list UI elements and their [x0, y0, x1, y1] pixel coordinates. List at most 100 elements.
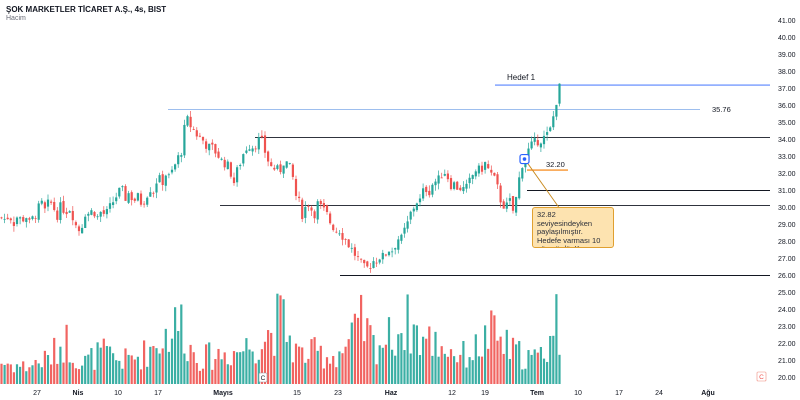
volume-bar	[15, 364, 19, 384]
volume-bar	[527, 350, 530, 384]
candle-body	[146, 197, 149, 205]
volume-bar	[170, 338, 174, 384]
volume-bar	[518, 341, 521, 384]
candle-body	[251, 148, 254, 152]
volume-bar	[415, 325, 418, 384]
candle-body	[167, 174, 170, 176]
volume-bar	[93, 369, 96, 384]
volume-bar	[124, 348, 127, 384]
volume-bar	[549, 335, 552, 384]
volume-bar	[443, 353, 446, 384]
volume-bar	[425, 338, 428, 384]
volume-indicator-label: Hacim	[6, 15, 26, 22]
candle-body	[511, 196, 515, 211]
volume-bar	[487, 348, 490, 384]
candle-body	[353, 247, 356, 256]
volume-bar	[3, 364, 6, 384]
volume-bar	[363, 341, 366, 384]
y-tick-label: 24.00	[778, 307, 796, 314]
volume-bar	[87, 354, 90, 384]
candle-body	[468, 177, 471, 184]
candle-body	[462, 187, 465, 192]
candle-body	[192, 129, 195, 130]
candle-body	[521, 168, 524, 179]
candle-body	[304, 206, 307, 218]
candle-body	[161, 174, 164, 185]
candle-body	[443, 174, 446, 176]
volume-bar	[180, 304, 183, 384]
candle-body	[378, 259, 381, 263]
x-tick-label: 15	[293, 390, 301, 397]
volume-bar	[446, 356, 449, 384]
candle-body	[136, 193, 139, 201]
volume-bar	[251, 351, 254, 384]
candle-body	[440, 177, 443, 179]
volume-bar	[136, 356, 139, 384]
candle-body	[19, 217, 22, 219]
volume-bar	[437, 356, 440, 384]
volume-bar	[242, 351, 245, 384]
candle-body	[415, 203, 418, 211]
candle-body	[248, 149, 251, 151]
candle-body	[397, 239, 400, 250]
volume-bar	[384, 344, 387, 384]
volume-bar	[263, 341, 267, 384]
candle-body	[437, 175, 440, 184]
volume-bar	[511, 337, 515, 384]
volume-bar	[254, 363, 257, 384]
candle-body	[298, 196, 301, 199]
candle-body	[422, 188, 425, 199]
volume-bar	[46, 355, 50, 384]
candle-body	[508, 198, 511, 201]
volume-bar	[471, 360, 474, 384]
candle-body	[34, 218, 37, 220]
candle-body	[273, 167, 276, 170]
volume-bar	[211, 369, 214, 384]
candle-body	[465, 183, 468, 189]
candle-body	[43, 202, 46, 209]
candle-body	[449, 178, 453, 190]
volume-bar	[338, 351, 341, 384]
volume-bar	[130, 355, 133, 384]
candle-body	[394, 248, 397, 250]
volume-bar	[360, 294, 363, 384]
y-tick-label: 30.00	[778, 205, 796, 212]
volume-bar	[375, 364, 378, 384]
candle-body	[322, 203, 325, 208]
candle-body	[549, 127, 552, 132]
candle-body	[198, 135, 201, 137]
candle-body	[37, 203, 40, 220]
y-tick-label: 34.00	[778, 137, 796, 144]
candle-body	[539, 143, 542, 148]
candle-body	[391, 251, 394, 253]
volume-bar	[533, 349, 536, 384]
y-tick-label: 20.00	[778, 375, 796, 382]
volume-bar	[378, 345, 381, 384]
volume-bar	[484, 325, 487, 384]
volume-bar	[428, 326, 431, 384]
volume-bar	[77, 369, 81, 384]
volume-bar	[353, 313, 356, 384]
volume-bar	[524, 368, 527, 384]
candle-body	[316, 201, 319, 220]
x-tick-label: 27	[33, 390, 41, 397]
candle-body	[214, 144, 217, 154]
level-line-label: 35.76	[712, 105, 731, 114]
x-tick-label: 17	[615, 390, 623, 397]
volume-bar	[273, 355, 276, 384]
candle-body	[217, 151, 220, 158]
candle-body	[487, 164, 490, 169]
volume-bar	[434, 331, 437, 384]
volume-bar	[291, 362, 294, 384]
candle-body	[77, 226, 81, 232]
volume-bar	[12, 372, 15, 384]
candle-body	[115, 197, 118, 202]
volume-bar	[366, 318, 369, 384]
x-tick-label: 19	[481, 390, 489, 397]
volume-bar	[387, 317, 391, 384]
candle-body	[6, 217, 9, 220]
volume-bar	[536, 352, 539, 384]
volume-bar	[313, 337, 316, 384]
